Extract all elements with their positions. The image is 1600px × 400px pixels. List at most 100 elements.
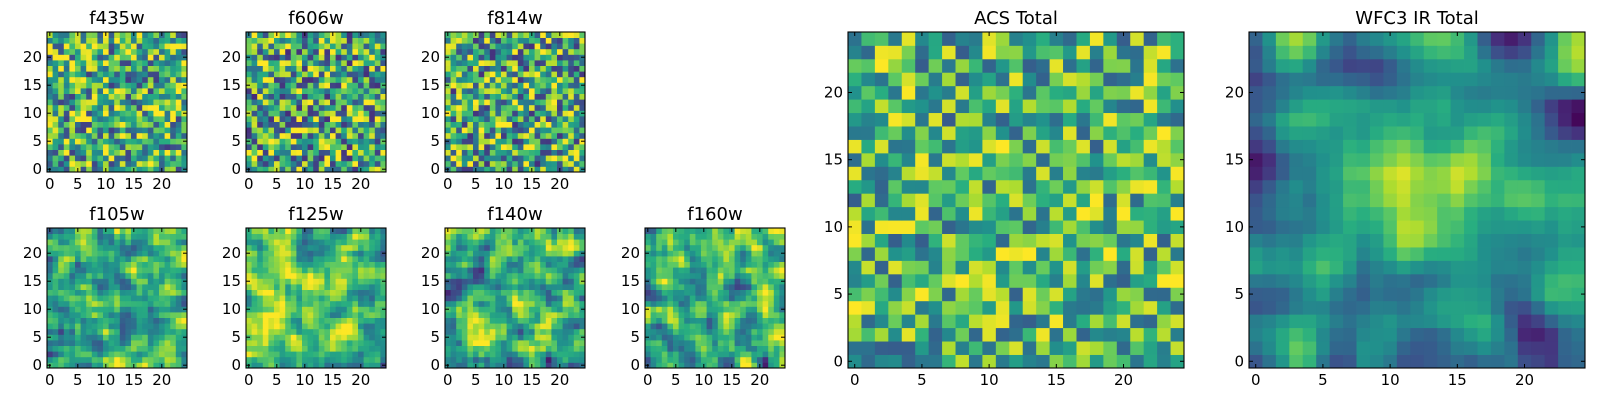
- heatmap-cell: [673, 328, 679, 335]
- heatmap-cell: [712, 312, 719, 318]
- heatmap-cell: [58, 60, 65, 66]
- heatmap-cell: [86, 144, 93, 150]
- heatmap-cell: [251, 76, 258, 83]
- heatmap-cell: [307, 76, 314, 83]
- heatmap-cell: [506, 284, 513, 290]
- heatmap-cell: [512, 267, 519, 274]
- heatmap-cell: [58, 334, 65, 341]
- heatmap-cell: [562, 76, 569, 83]
- y-tick-label: 15: [421, 272, 440, 290]
- heatmap-cell: [473, 99, 479, 106]
- heatmap-cell: [131, 138, 137, 145]
- heatmap-cell: [52, 323, 59, 330]
- heatmap-cell: [540, 345, 547, 352]
- heatmap-cell: [1116, 193, 1131, 208]
- heatmap-cell: [175, 149, 182, 156]
- heatmap-cell: [75, 155, 81, 162]
- heatmap-cell: [363, 149, 370, 156]
- heatmap-cell: [330, 48, 336, 55]
- heatmap-cell: [1143, 193, 1158, 208]
- heatmap-cell: [131, 48, 137, 55]
- heatmap-cell: [484, 334, 491, 341]
- heatmap-cell: [136, 82, 143, 89]
- heatmap-cell: [268, 116, 275, 122]
- heatmap-cell: [119, 244, 126, 251]
- heatmap-cell: [568, 328, 575, 335]
- heatmap-cell: [346, 239, 353, 246]
- heatmap-cell: [506, 345, 513, 352]
- heatmap-cell: [86, 300, 93, 307]
- heatmap-cell: [153, 345, 160, 352]
- heatmap-cell: [545, 71, 552, 78]
- heatmap-cell: [352, 284, 359, 290]
- heatmap-cell: [757, 351, 763, 358]
- heatmap-cell: [473, 334, 479, 341]
- heatmap-cell: [461, 93, 468, 100]
- heatmap-cell: [768, 278, 775, 285]
- heatmap-cell: [562, 261, 569, 268]
- heatmap-cell: [290, 160, 297, 167]
- heatmap-cell: [80, 104, 87, 111]
- heatmap-cell: [296, 295, 303, 302]
- heatmap-cell: [80, 48, 87, 55]
- heatmap-cell: [246, 132, 252, 139]
- heatmap-cell: [579, 289, 586, 296]
- heatmap-cell: [773, 328, 780, 335]
- heatmap-cell: [445, 289, 451, 296]
- heatmap-cell: [495, 323, 502, 330]
- heatmap-cell: [689, 256, 696, 262]
- heatmap-cell: [684, 256, 691, 262]
- heatmap-cell: [181, 317, 188, 324]
- heatmap-cell: [512, 239, 519, 246]
- heatmap-cell: [512, 334, 519, 341]
- heatmap-cell: [729, 300, 735, 307]
- heatmap-cell: [461, 334, 468, 341]
- heatmap-cell: [369, 317, 376, 324]
- heatmap-cell: [1089, 260, 1104, 275]
- heatmap-cell: [706, 228, 713, 234]
- heatmap-cell: [251, 272, 258, 279]
- heatmap-cell: [341, 228, 348, 234]
- heatmap-cell: [1170, 206, 1185, 221]
- heatmap-cell: [103, 256, 109, 262]
- heatmap-cell: [695, 351, 702, 358]
- heatmap-cell: [290, 104, 297, 111]
- heatmap-cell: [1143, 233, 1158, 248]
- heatmap-cell: [369, 323, 376, 330]
- heatmap-cell: [717, 261, 724, 268]
- heatmap-cell: [324, 267, 331, 274]
- heatmap-cell: [119, 295, 126, 302]
- heatmap-cell: [717, 284, 724, 290]
- heatmap-cell: [131, 244, 137, 251]
- heatmap-cell: [1022, 179, 1037, 194]
- heatmap-cell: [579, 272, 586, 279]
- heatmap-cell: [75, 48, 81, 55]
- heatmap-cell: [501, 37, 507, 44]
- heatmap-cell: [380, 76, 387, 83]
- heatmap-cell: [562, 334, 569, 341]
- heatmap-cell: [568, 166, 575, 173]
- heatmap-cell: [369, 284, 376, 290]
- heatmap-cell: [551, 351, 558, 358]
- heatmap-cell: [262, 121, 269, 128]
- heatmap-cell: [91, 104, 98, 111]
- heatmap-cell: [80, 110, 87, 117]
- heatmap-cell: [861, 179, 876, 194]
- heatmap-cell: [108, 144, 115, 150]
- heatmap-cell: [91, 65, 98, 72]
- heatmap-cell: [142, 267, 149, 274]
- heatmap-cell: [313, 99, 320, 106]
- heatmap-cell: [341, 155, 348, 162]
- heatmap-cell: [142, 110, 149, 117]
- heatmap-cell: [147, 244, 154, 251]
- heatmap-cell: [318, 284, 325, 290]
- heatmap-cell: [484, 149, 491, 156]
- heatmap-cell: [279, 121, 286, 128]
- heatmap-cell: [374, 76, 381, 83]
- heatmap-cell: [1157, 287, 1171, 302]
- heatmap-cell: [779, 323, 786, 330]
- heatmap-cell: [757, 244, 763, 251]
- heatmap-cell: [63, 267, 70, 274]
- heatmap-cell: [346, 93, 353, 100]
- heatmap-cell: [91, 132, 98, 139]
